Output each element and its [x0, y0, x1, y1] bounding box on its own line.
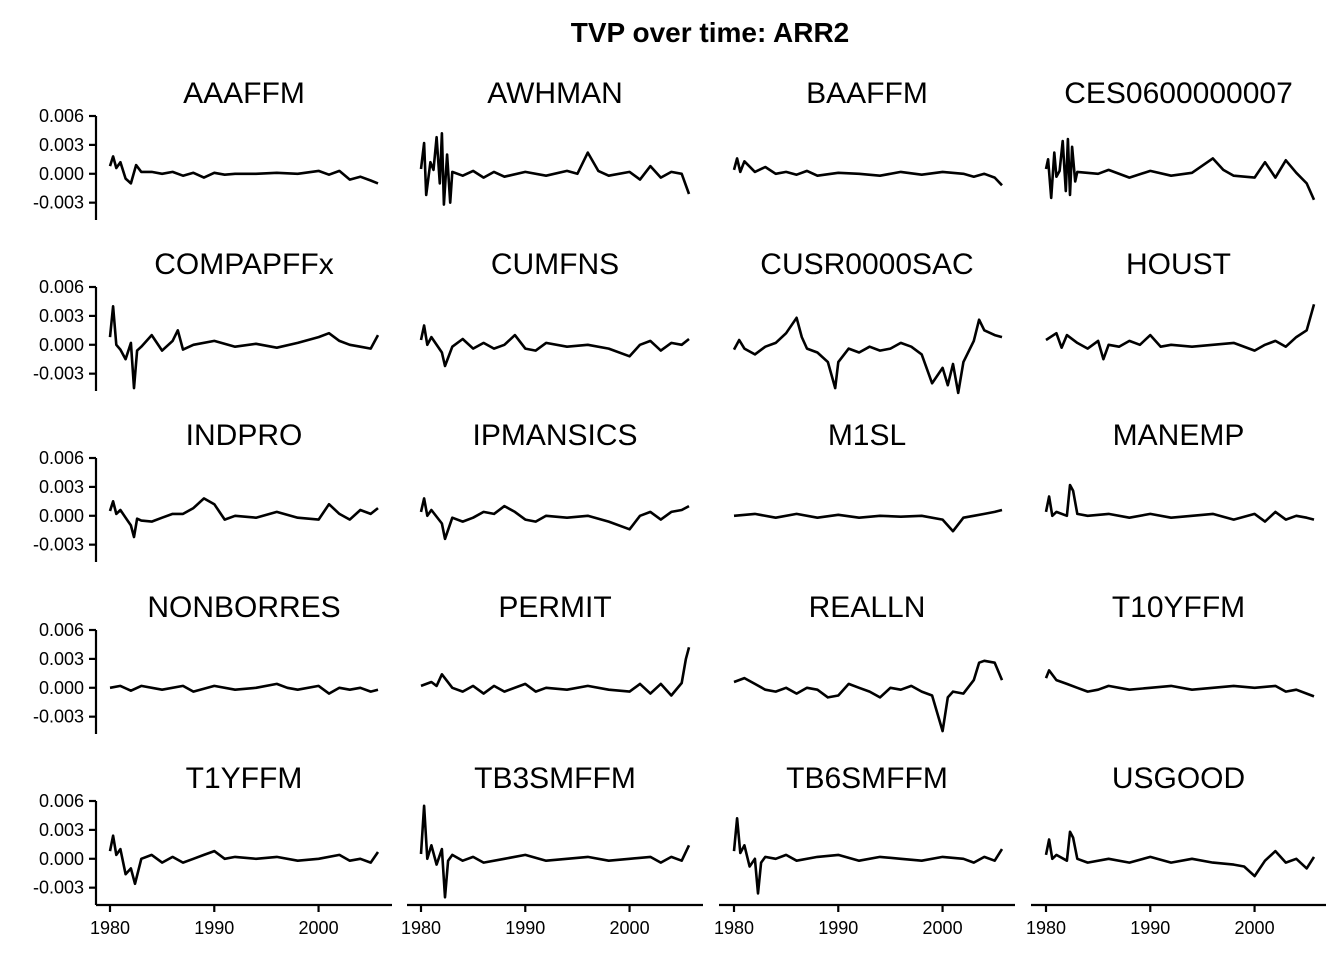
- panel-t1yffm: T1YFFM 0.006 0.003 0.000 -0.003 1980 1990 2000: [33, 762, 392, 938]
- panel-t10yffm: T10YFFM: [1044, 591, 1315, 698]
- x-tick-label: 1990: [194, 918, 234, 938]
- series-line-indpro: [108, 497, 379, 539]
- y-tick-label: 0.000: [39, 335, 84, 355]
- series-line-t10yffm: [1044, 669, 1315, 698]
- panel-title: TB3SMFFM: [474, 762, 636, 795]
- panel-tb3smffm: TB3SMFFM 1980 1990 2000: [401, 762, 703, 938]
- y-tick-label: 0.000: [39, 849, 84, 869]
- x-tick-label: 1980: [1026, 918, 1066, 938]
- x-tick-label: 1980: [401, 918, 441, 938]
- x-tick-label: 2000: [299, 918, 339, 938]
- panel-title: T10YFFM: [1112, 591, 1245, 624]
- panel-title: AWHMAN: [487, 77, 623, 110]
- x-tick-label: 1980: [90, 918, 130, 938]
- panel-houst: HOUST: [1045, 248, 1316, 361]
- panel-title: IPMANSICS: [472, 419, 637, 452]
- y-tick-label: -0.003: [33, 707, 84, 727]
- series-line-awhman: [419, 132, 691, 206]
- series-line-usgood: [1044, 830, 1316, 878]
- x-tick-label: 2000: [923, 918, 963, 938]
- panel-nonborres: NONBORRES 0.006 0.003 0.000 -0.003: [33, 591, 379, 734]
- y-tick-label: 0.000: [39, 678, 84, 698]
- panel-realln: REALLN: [733, 591, 1004, 733]
- x-tick-label: 1980: [714, 918, 754, 938]
- y-tick-label: 0.003: [39, 820, 84, 840]
- panel-title: COMPAPFFx: [154, 248, 333, 281]
- panel-m1sl: M1SL: [733, 419, 1003, 533]
- y-tick-label: -0.003: [33, 878, 84, 898]
- series-line-cusr0000sac: [732, 316, 1003, 395]
- panel-cusr0000sac: CUSR0000SAC: [732, 248, 1003, 395]
- y-tick-label: 0.003: [39, 306, 84, 326]
- series-line-houst: [1045, 303, 1316, 361]
- series-line-nonborres: [109, 682, 379, 695]
- panel-ipmansics: IPMANSICS: [419, 419, 690, 541]
- panel-title: BAAFFM: [806, 77, 928, 110]
- panel-compapffx: COMPAPFFx 0.006 0.003 0.000 -0.003: [33, 248, 380, 391]
- panel-usgood: USGOOD 1980 1990 2000: [1026, 762, 1326, 938]
- y-tick-label: -0.003: [33, 193, 84, 213]
- panel-permit: PERMIT: [420, 591, 691, 697]
- panel-cumfns: CUMFNS: [419, 248, 690, 368]
- panel-title: CUSR0000SAC: [760, 248, 973, 281]
- panel-title: TB6SMFFM: [786, 762, 948, 795]
- series-line-t1yffm: [108, 834, 380, 886]
- y-tick-label: 0.006: [39, 277, 84, 297]
- panel-title: CES0600000007: [1064, 77, 1293, 110]
- y-tick-label: 0.000: [39, 164, 84, 184]
- y-tick-label: 0.003: [39, 135, 84, 155]
- panel-title: NONBORRES: [147, 591, 340, 624]
- series-line-permit: [420, 646, 691, 697]
- panel-awhman: AWHMAN: [419, 77, 691, 206]
- panel-title: T1YFFM: [186, 762, 303, 795]
- panel-title: PERMIT: [498, 591, 611, 624]
- series-line-m1sl: [733, 508, 1003, 533]
- panels-group: AAAFFM 0.006 0.003 0.000 -0.003 AWHMAN BAAFFM C…: [33, 77, 1326, 938]
- series-line-manemp: [1044, 483, 1315, 523]
- panel-ces0600000007: CES0600000007: [1044, 77, 1316, 201]
- x-tick-label: 2000: [1235, 918, 1275, 938]
- panel-title: MANEMP: [1113, 419, 1245, 452]
- series-line-aaaffm: [108, 155, 379, 185]
- series-line-ces0600000007: [1044, 137, 1316, 201]
- series-line-tb3smffm: [419, 804, 691, 899]
- panel-title: REALLN: [809, 591, 926, 624]
- x-tick-label: 1990: [1130, 918, 1170, 938]
- panel-title: AAAFFM: [183, 77, 305, 110]
- panel-indpro: INDPRO 0.006 0.003 0.000 -0.003: [33, 419, 379, 562]
- y-tick-label: 0.003: [39, 477, 84, 497]
- series-line-ipmansics: [419, 497, 690, 541]
- panel-manemp: MANEMP: [1044, 419, 1315, 523]
- panel-title: USGOOD: [1112, 762, 1245, 795]
- panel-title: INDPRO: [186, 419, 303, 452]
- y-tick-label: 0.006: [39, 448, 84, 468]
- y-tick-label: 0.006: [39, 106, 84, 126]
- chart-title: TVP over time: ARR2: [571, 17, 850, 48]
- panel-title: M1SL: [828, 419, 906, 452]
- panel-aaaffm: AAAFFM 0.006 0.003 0.000 -0.003: [33, 77, 379, 220]
- y-tick-label: 0.006: [39, 620, 84, 640]
- series-line-realln: [733, 659, 1004, 733]
- y-tick-label: 0.003: [39, 649, 84, 669]
- series-line-tb6smffm: [732, 817, 1004, 895]
- y-tick-label: -0.003: [33, 535, 84, 555]
- y-tick-label: 0.000: [39, 506, 84, 526]
- x-tick-label: 2000: [610, 918, 650, 938]
- series-line-cumfns: [419, 324, 690, 368]
- y-tick-label: 0.006: [39, 791, 84, 811]
- x-tick-label: 1990: [505, 918, 545, 938]
- panel-tb6smffm: TB6SMFFM 1980 1990 2000: [714, 762, 1015, 938]
- x-tick-label: 1990: [818, 918, 858, 938]
- y-tick-label: -0.003: [33, 364, 84, 384]
- panel-title: CUMFNS: [491, 248, 619, 281]
- panel-baaffm: BAAFFM: [732, 77, 1003, 187]
- series-line-baaffm: [732, 157, 1003, 187]
- panel-title: HOUST: [1126, 248, 1231, 281]
- series-line-compapffx: [108, 305, 380, 390]
